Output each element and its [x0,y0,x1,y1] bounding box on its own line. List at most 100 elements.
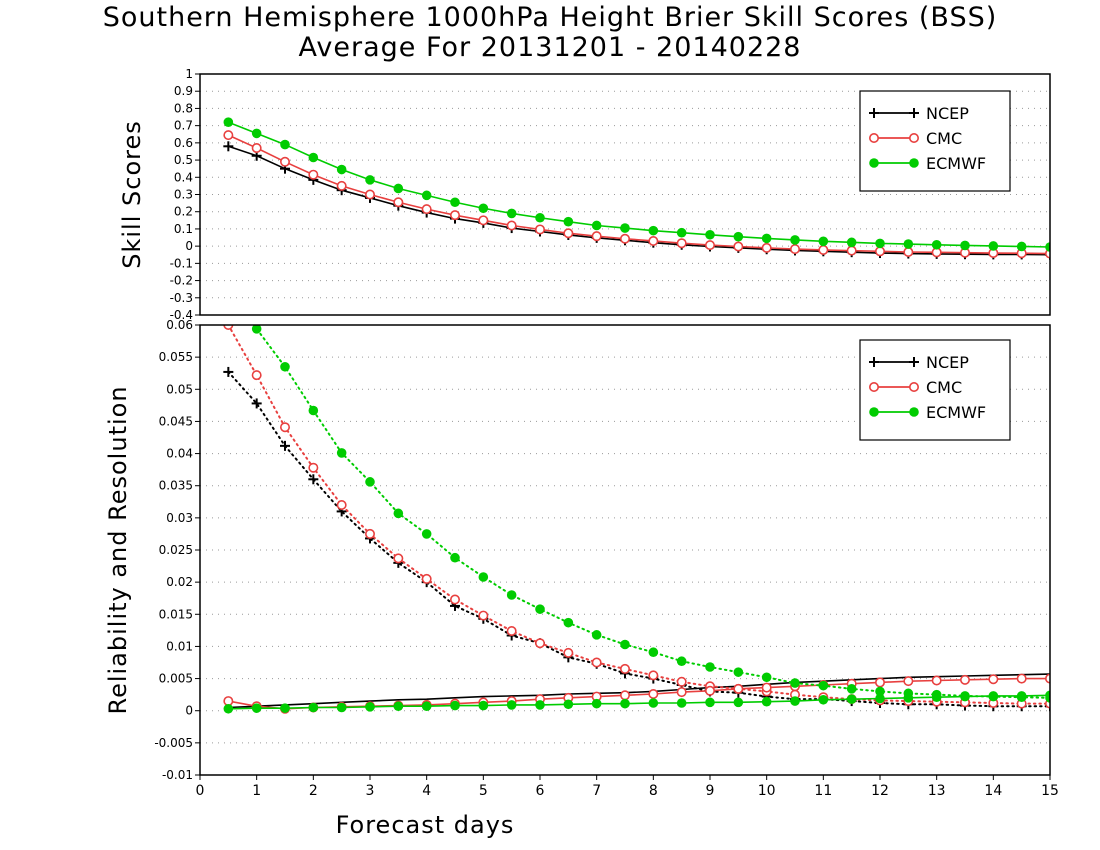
data-point [251,370,262,381]
legend: NCEP CMC ECMWF [859,90,1011,192]
data-point [478,572,489,582]
data-point [308,405,319,416]
data-point [1045,690,1050,701]
data-point [676,698,687,708]
data-point [733,241,744,252]
data-point [648,688,659,699]
data-point [478,610,489,621]
data-point [223,130,234,141]
y-tick-label: -0.2 [170,274,193,288]
x-tick-label: 15 [1041,783,1059,799]
data-point [620,639,630,650]
data-point [393,553,404,564]
panel-1: -0.4 -0.3 -0.2 -0.1 0 0.1 0.2 0.3 0.4 0.5 0.6 0.7 0.… [118,67,1051,322]
y-tick-label: 0.03 [166,511,193,525]
data-point [619,690,630,701]
data-point [761,682,772,693]
data-point [676,687,687,698]
series-group [223,117,1050,260]
data-point [875,693,885,704]
data-point [818,244,829,255]
data-point [705,662,715,672]
data-point [251,703,262,713]
data-point [818,236,829,247]
data-point [875,686,885,697]
data-point [336,702,347,713]
data-point [251,128,262,139]
data-point [903,676,914,687]
data-point [1016,673,1027,684]
data-point [506,700,517,710]
y-tick-label: -0.005 [154,736,193,750]
data-point [761,696,772,707]
data-point [846,684,857,694]
legend-label-cmc: CMC [926,129,962,148]
chart-title: Southern Hemisphere 1000hPa Height Brier… [102,2,998,33]
data-point [761,672,772,683]
y-tick-label: 0.025 [159,543,193,557]
data-point [591,698,602,709]
data-point [364,189,375,200]
data-point [336,448,347,458]
y-tick-label: -0.1 [170,256,193,270]
data-point [733,667,744,677]
data-point [393,183,404,194]
data-point [450,700,460,711]
data-point [421,529,432,539]
data-point [223,141,234,152]
data-point [365,175,375,185]
data-point [336,499,347,510]
legend-marker [908,133,919,144]
legend-label-ecmwf: ECMWF [926,154,986,173]
legend-label-ecmwf: ECMWF [926,403,986,422]
legend-label-ncep: NCEP [926,353,969,372]
data-point [704,685,715,696]
y-tick-label: -0.01 [162,768,193,782]
legend-marker [908,381,919,392]
y-tick-label: 0.01 [166,639,193,653]
data-point [648,235,659,246]
y-tick-label: 0.5 [174,153,193,167]
data-point [336,180,347,191]
legend-label-cmc: CMC [926,378,962,397]
series-group [223,325,1050,714]
data-point [931,692,942,703]
data-point [308,702,319,713]
data-point [648,698,659,708]
y-tick-label: 0.9 [174,84,193,98]
legend-box [859,339,1011,441]
data-point [421,573,432,584]
legend-marker [909,407,919,417]
series-line-ncep-reliability [227,673,1050,709]
data-point [591,231,602,242]
data-point [251,398,262,409]
data-point [818,694,829,705]
data-point [676,676,687,687]
data-point [279,422,290,433]
data-point [931,239,942,250]
data-point [1016,241,1027,252]
data-point [960,691,970,702]
data-point [506,590,517,600]
data-point [591,657,602,668]
data-point [563,699,574,710]
data-point [308,152,319,163]
data-point [846,245,857,256]
data-point [336,164,347,175]
y-tick-label: -0.3 [170,291,193,305]
data-point [449,594,460,605]
x-tick-label: 7 [592,783,601,799]
data-point [280,703,290,713]
data-point [790,235,800,245]
data-point [450,197,460,208]
data-point [790,696,800,706]
data-point [506,208,517,219]
legend-marker [869,407,879,417]
data-point [223,703,234,714]
data-point [365,702,375,712]
data-point [251,143,262,154]
data-point [620,698,630,709]
data-point [676,238,687,249]
y-tick-label: 0.005 [159,672,193,686]
